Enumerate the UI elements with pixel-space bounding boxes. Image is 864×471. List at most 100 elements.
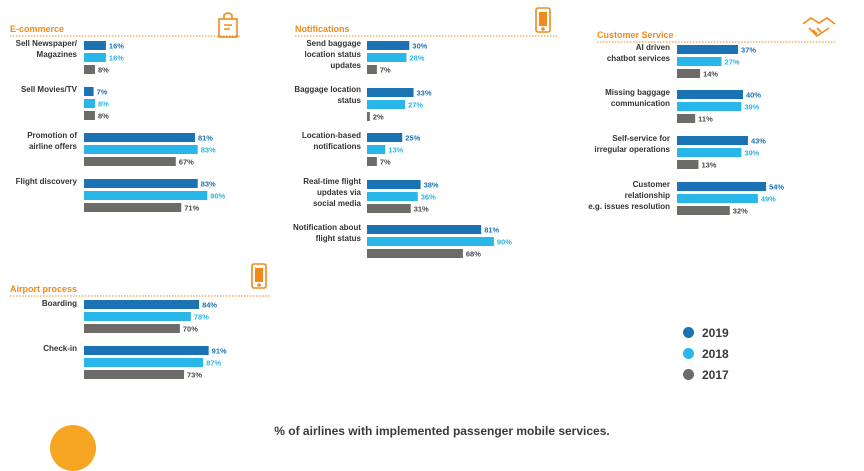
bar-2019: [84, 346, 209, 355]
data-label: 38%: [424, 181, 439, 190]
chart-caption: % of airlines with implemented passenger…: [274, 424, 610, 438]
category-label: Self-service for: [612, 134, 670, 143]
bar-2018: [677, 194, 758, 203]
data-label: 78%: [194, 313, 209, 322]
category-label: Real-time flight: [303, 177, 361, 186]
bar-2017: [677, 206, 730, 215]
data-label: 70%: [183, 325, 198, 334]
category-label: Sell Movies/TV: [21, 85, 78, 94]
data-label: 16%: [109, 54, 124, 63]
data-label: 25%: [405, 134, 420, 143]
category-label: communication: [611, 99, 670, 108]
data-label: 91%: [212, 347, 227, 356]
data-label: 71%: [184, 204, 199, 213]
data-label: 36%: [421, 193, 436, 202]
category-label: updates via: [317, 188, 362, 197]
data-label: 43%: [751, 137, 766, 146]
bar-2017: [84, 111, 95, 120]
data-label: 90%: [210, 192, 225, 201]
bar-2017: [84, 324, 180, 333]
data-label: 37%: [741, 46, 756, 55]
data-label: 7%: [97, 88, 108, 97]
category-label: Promotion of: [27, 131, 77, 140]
category-label: irregular operations: [594, 145, 670, 154]
data-label: 90%: [497, 238, 512, 247]
data-label: 8%: [98, 100, 109, 109]
data-label: 27%: [408, 101, 423, 110]
bar-2019: [677, 136, 748, 145]
bar-2018: [367, 53, 407, 62]
category-label: Location-based: [302, 131, 361, 140]
data-label: 68%: [466, 250, 481, 259]
category-label: Customer: [633, 180, 670, 189]
data-label: 39%: [744, 103, 759, 112]
notifications-title: Notifications: [295, 24, 350, 34]
bar-2018: [677, 57, 722, 66]
bar-2018: [84, 53, 106, 62]
bar-2019: [677, 90, 743, 99]
category-label: notifications: [313, 142, 361, 151]
bar-2019: [367, 225, 482, 234]
category-label: updates: [330, 61, 361, 70]
customer-service-title: Customer Service: [597, 30, 674, 40]
bar-2019: [84, 41, 106, 50]
bar-2018: [367, 145, 386, 154]
bar-2019: [677, 45, 739, 54]
legend-label-2018: 2018: [702, 346, 729, 361]
data-label: 87%: [206, 359, 221, 368]
data-label: 67%: [179, 158, 194, 167]
airport-process-title: Airport process: [10, 284, 77, 294]
data-label: 84%: [202, 301, 217, 310]
category-label: Baggage location: [294, 85, 361, 94]
data-label: 27%: [725, 58, 740, 67]
legend-label-2019: 2019: [702, 325, 729, 340]
data-label: 49%: [761, 195, 776, 204]
category-label: status: [337, 96, 361, 105]
bar-2017: [677, 160, 699, 169]
data-label: 14%: [703, 70, 718, 79]
category-label: chatbot services: [607, 54, 671, 63]
bar-2019: [84, 87, 94, 96]
bar-2018: [84, 145, 198, 154]
data-label: 31%: [414, 205, 429, 214]
chart-canvas: E-commerce Sell Newspaper/Magazines 16% 16%…: [10, 7, 836, 380]
e-commerce-title: E-commerce: [10, 24, 64, 34]
legend-swatch-2017: [683, 369, 694, 380]
bar-2017: [84, 65, 95, 74]
data-label: 13%: [701, 161, 716, 170]
legend-item-2018: 2018: [683, 343, 729, 364]
data-label: 2%: [373, 113, 384, 122]
shopping-bag-icon: [218, 12, 238, 38]
bar-2017: [84, 370, 185, 379]
bar-2018: [84, 99, 95, 108]
legend-item-2017: 2017: [683, 364, 729, 385]
bar-2019: [367, 180, 421, 189]
data-label: 39%: [744, 149, 759, 158]
category-label: Missing baggage: [605, 88, 670, 97]
category-label: Notification about: [293, 223, 361, 232]
category-label: location status: [305, 50, 362, 59]
bar-2018: [367, 237, 494, 246]
data-label: 11%: [698, 115, 713, 124]
bar-2019: [367, 88, 414, 97]
category-label: e.g. issues resolution: [588, 202, 670, 211]
bar-2017: [367, 65, 377, 74]
category-label: Magazines: [37, 50, 78, 59]
data-label: 81%: [484, 226, 499, 235]
bar-2018: [367, 192, 418, 201]
data-label: 13%: [388, 146, 403, 155]
data-label: 83%: [201, 146, 216, 155]
bar-2017: [367, 157, 377, 166]
legend-swatch-2018: [683, 348, 694, 359]
bar-2019: [84, 300, 200, 309]
bar-2019: [367, 41, 410, 50]
category-label: social media: [313, 199, 362, 208]
bar-2019: [367, 133, 403, 142]
bar-2018: [677, 102, 742, 111]
data-label: 28%: [409, 54, 424, 63]
phone-notification-icon: [535, 7, 551, 33]
bar-2018: [84, 312, 191, 321]
category-label: Send baggage: [306, 39, 361, 48]
data-label: 73%: [187, 371, 202, 380]
data-label: 40%: [746, 91, 761, 100]
